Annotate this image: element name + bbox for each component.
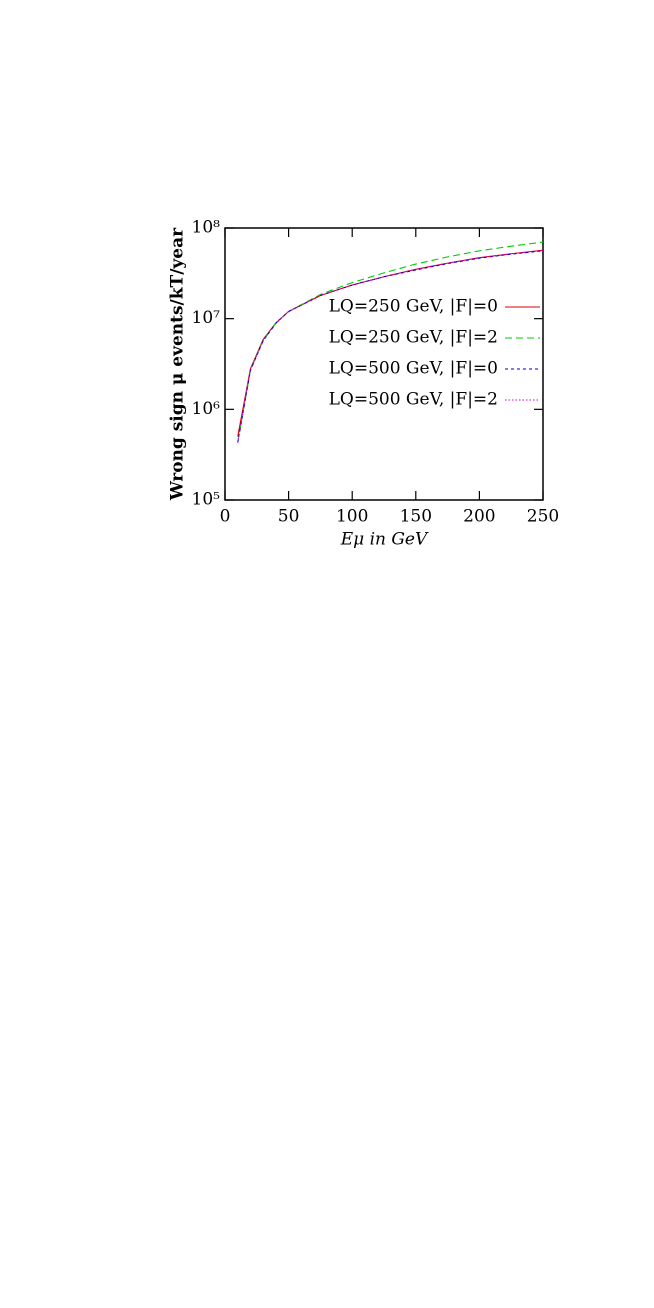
legend-label: LQ=250 GeV, |F|=2 — [329, 328, 498, 348]
legend-label: LQ=500 GeV, |F|=0 — [329, 359, 498, 379]
data-line — [237, 249, 544, 443]
x-tick-label: 250 — [527, 507, 559, 527]
y-tick-label: 10⁷ — [192, 308, 221, 328]
plot-frame — [224, 227, 544, 501]
data-line — [237, 241, 544, 443]
y-tick-label: 10⁵ — [192, 490, 221, 510]
x-tick-label: 150 — [400, 507, 432, 527]
y-tick-label: 10⁶ — [192, 399, 221, 419]
x-tick-label: 0 — [220, 507, 231, 527]
legend-label: LQ=250 GeV, |F|=0 — [329, 297, 498, 317]
x-tick-label: 200 — [463, 507, 495, 527]
legend-label: LQ=500 GeV, |F|=2 — [329, 390, 498, 410]
y-tick-label: 10⁸ — [192, 218, 221, 238]
y-axis-label: Wrong sign μ events/kT/year — [168, 227, 188, 501]
x-axis-label: Eμ in GeV — [340, 530, 429, 550]
x-tick-label: 50 — [278, 507, 300, 527]
x-tick-label: 100 — [336, 507, 368, 527]
